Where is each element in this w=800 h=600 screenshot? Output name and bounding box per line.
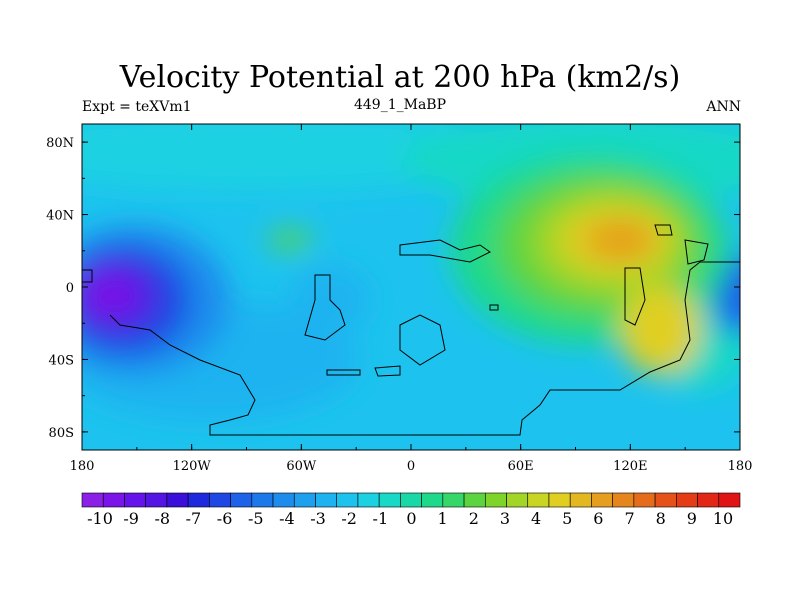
axis-ticks: 180 120W 60W 0 60E 120E 180 80N 40N 0 40S 80S — [46, 124, 752, 474]
colorbar-swatch — [612, 492, 635, 508]
colorbar-swatch — [230, 492, 253, 508]
field-pos-5 — [585, 220, 655, 260]
colorbar-label: 9 — [687, 509, 697, 528]
colorbar-label: -9 — [123, 509, 139, 528]
colorbar-swatch — [251, 492, 274, 508]
x-tick-label: 60W — [286, 459, 317, 474]
experiment-label: Expt = teXVm1 — [82, 99, 192, 115]
colorbar-swatch — [463, 492, 486, 508]
colorbar-swatch — [166, 492, 189, 508]
colorbar-swatch — [506, 492, 529, 508]
x-tick-label: 120W — [173, 459, 212, 474]
colorbar-label: 8 — [656, 509, 666, 528]
colorbar-swatch — [484, 492, 507, 508]
colorbar-swatch — [187, 492, 210, 508]
colorbar-label: -6 — [217, 509, 233, 528]
colorbar-swatch — [209, 492, 231, 508]
y-tick-label: 40N — [46, 209, 74, 224]
colorbar-label: 5 — [562, 509, 572, 528]
colorbar-swatch — [81, 492, 104, 508]
colorbar-swatch — [378, 492, 401, 508]
colorbar-label: -8 — [155, 509, 171, 528]
x-tick-label: 180 — [70, 459, 95, 474]
colorbar-swatch — [293, 492, 316, 508]
colorbar-label: 1 — [438, 509, 448, 528]
colorbar-label: -2 — [341, 509, 357, 528]
colorbar-swatch — [336, 492, 359, 508]
colorbar: -10 -9 -8 -7 -6 -5 -4 -3 -2 -1 0 1 2 3 4 5 6 7 8 9 10 — [81, 492, 741, 528]
colorbar-label: 0 — [406, 509, 416, 528]
colorbar-label: 4 — [531, 509, 541, 528]
colorbar-label: 2 — [469, 509, 479, 528]
coast-small-island — [489, 304, 499, 311]
colorbar-swatch — [145, 492, 168, 508]
colorbar-swatch — [527, 492, 550, 508]
colorbar-swatch — [548, 492, 571, 508]
colorbar-swatch — [676, 492, 698, 508]
case-label: 449_1_MaBP — [353, 97, 447, 113]
colorbar-label: -7 — [186, 509, 202, 528]
coast-pacific — [82, 269, 93, 283]
y-tick-label: 80S — [49, 426, 74, 441]
colorbar-swatch — [315, 492, 338, 508]
colorbar-swatch — [421, 492, 444, 508]
field-pos-south-lobe — [620, 285, 700, 375]
colorbar-label: -1 — [373, 509, 389, 528]
colorbar-label: -10 — [87, 509, 113, 528]
y-tick-label: 0 — [66, 281, 74, 296]
colorbar-swatch — [124, 492, 146, 508]
colorbar-label: -3 — [310, 509, 326, 528]
coast-south-georgia — [326, 369, 361, 376]
coast-pacific-islands — [684, 239, 709, 265]
coast-africa-south — [399, 314, 446, 366]
x-tick-label: 60E — [508, 459, 534, 474]
colorbar-swatch — [102, 492, 125, 508]
colorbar-label: 10 — [713, 509, 733, 528]
colorbar-label: -4 — [279, 509, 295, 528]
colorbar-swatch — [357, 492, 380, 508]
coast-islands-2 — [374, 365, 401, 377]
x-tick-label: 120E — [613, 459, 647, 474]
y-tick-label: 40S — [49, 353, 74, 368]
contour-field — [82, 124, 740, 450]
colorbar-label: 7 — [624, 509, 634, 528]
y-tick-label: 80N — [46, 136, 74, 151]
colorbar-swatch — [718, 492, 741, 508]
coast-antarctic-and-east — [109, 261, 740, 436]
coast-maritime-continent — [624, 267, 646, 326]
colorbar-swatch — [569, 492, 592, 508]
colorbar-swatch — [654, 492, 677, 508]
x-tick-label: 0 — [407, 459, 415, 474]
colorbar-swatch — [633, 492, 656, 508]
colorbar-label: -5 — [248, 509, 264, 528]
season-label: ANN — [706, 99, 741, 115]
colorbar-swatch — [697, 492, 720, 508]
colorbar-label: 6 — [593, 509, 603, 528]
field-neg-4 — [84, 275, 136, 315]
coast-africa-north — [399, 239, 491, 263]
coast-japan — [654, 224, 673, 236]
colorbar-swatch — [272, 492, 295, 508]
colorbar-swatch — [442, 492, 465, 508]
x-tick-label: 180 — [728, 459, 753, 474]
chart-title: Velocity Potential at 200 hPa (km2/s) — [119, 60, 681, 95]
colorbar-swatch — [400, 492, 422, 508]
coast-south-america — [304, 274, 346, 341]
coastlines — [82, 224, 740, 436]
colorbar-label: 3 — [500, 509, 510, 528]
colorbar-swatch — [591, 492, 613, 508]
field-na-green — [268, 230, 312, 250]
